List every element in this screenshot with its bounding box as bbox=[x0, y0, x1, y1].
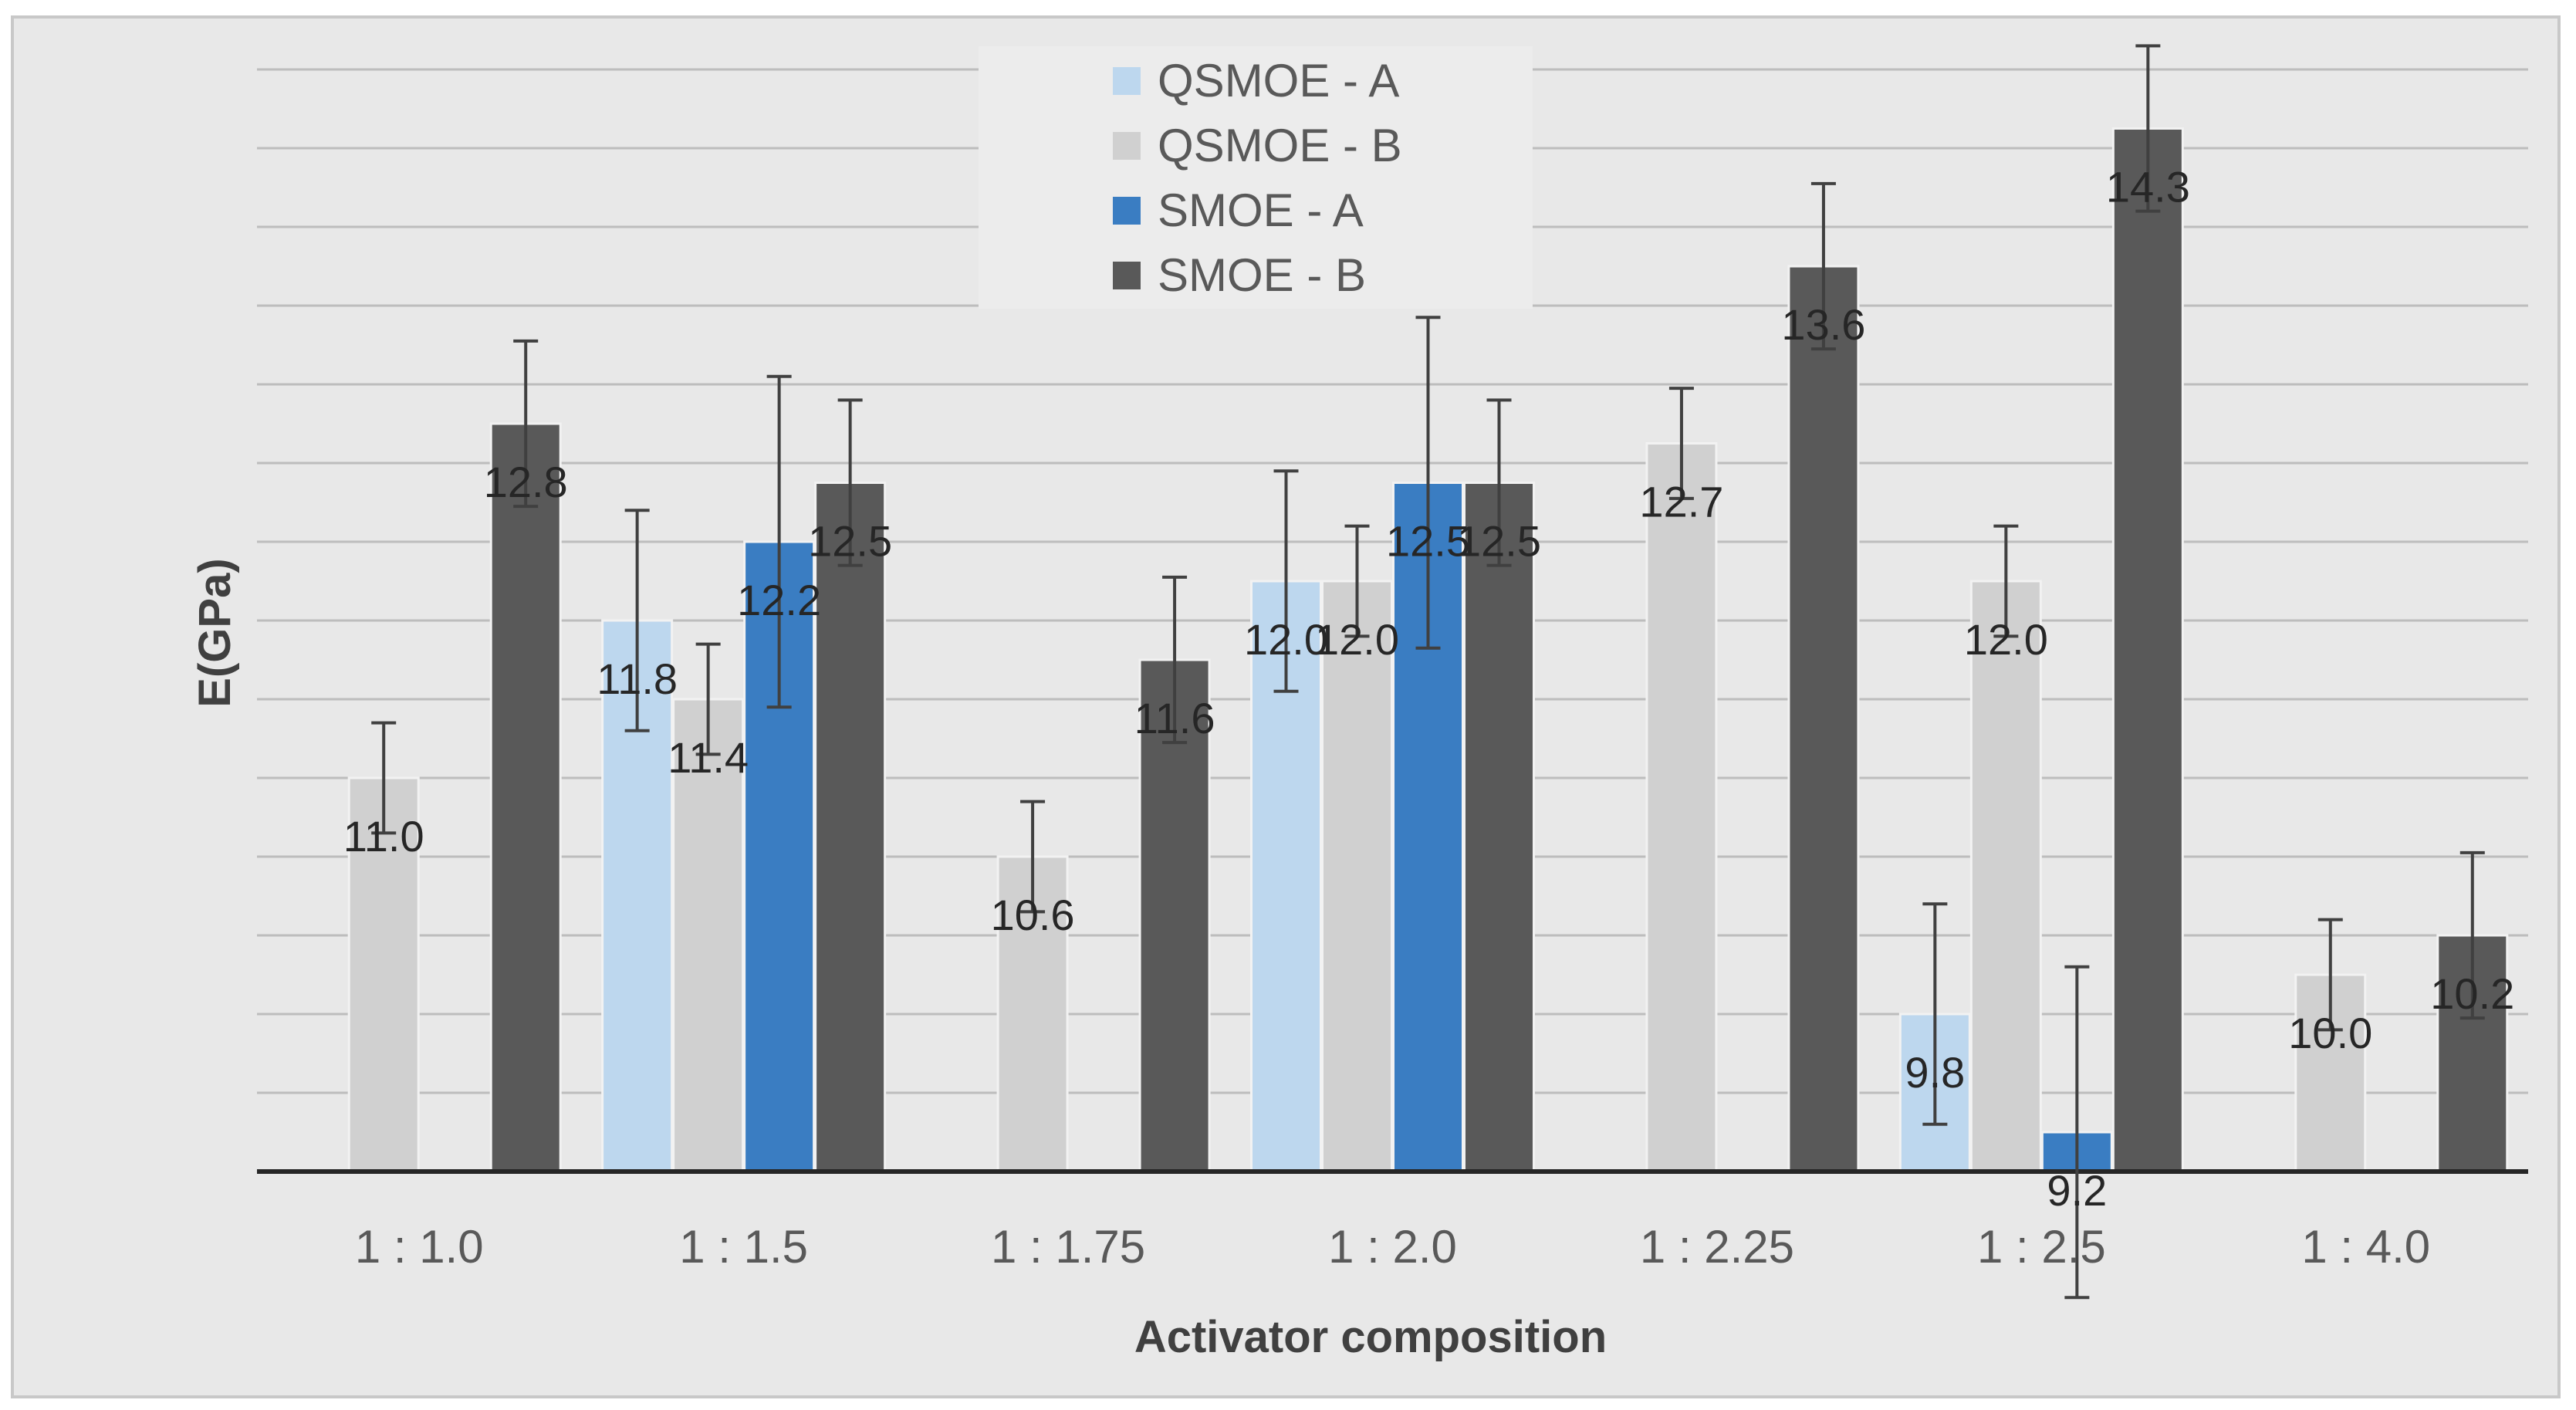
bar bbox=[489, 422, 562, 1173]
y-axis-title: E(GPa) bbox=[190, 558, 240, 707]
data-label: 10.2 bbox=[2430, 969, 2514, 1018]
legend-label: SMOE - B bbox=[1158, 249, 1366, 301]
data-label: 12.5 bbox=[1386, 517, 1470, 566]
x-tick-label: 1 : 2.5 bbox=[1977, 1221, 2106, 1273]
data-label: 11.6 bbox=[1134, 694, 1215, 742]
legend-label: QSMOE - B bbox=[1158, 120, 1402, 171]
bar bbox=[1969, 580, 2042, 1173]
bar bbox=[2111, 127, 2184, 1173]
data-label: 10.0 bbox=[2288, 1009, 2372, 1057]
bars bbox=[347, 127, 2509, 1173]
legend: QSMOE - A QSMOE - B SMOE - A SMOE - B bbox=[979, 46, 1533, 309]
x-tick-label: 1 : 1.75 bbox=[991, 1221, 1145, 1273]
data-label: 12.0 bbox=[1964, 615, 2048, 664]
bar bbox=[1645, 442, 1718, 1173]
bar bbox=[1321, 580, 1393, 1173]
data-label: 11.0 bbox=[343, 812, 424, 861]
legend-box bbox=[979, 46, 1533, 309]
legend-swatch bbox=[1113, 67, 1141, 95]
data-label: 11.8 bbox=[597, 654, 678, 703]
legend-label: QSMOE - A bbox=[1158, 55, 1399, 107]
data-label: 12.7 bbox=[1639, 478, 1723, 526]
data-labels: 11.012.811.811.412.212.510.611.612.012.0… bbox=[343, 163, 2514, 1216]
x-axis-title: Activator composition bbox=[1134, 1312, 1607, 1362]
data-label: 12.0 bbox=[1315, 615, 1399, 664]
bar bbox=[1787, 265, 1860, 1173]
x-tick-label: 1 : 2.0 bbox=[1328, 1221, 1457, 1273]
bar bbox=[1138, 658, 1211, 1173]
error-bars bbox=[371, 44, 2485, 1300]
x-tick-label: 1 : 2.25 bbox=[1640, 1221, 1794, 1273]
data-label: 14.3 bbox=[2106, 163, 2190, 211]
data-label: 12.2 bbox=[737, 576, 821, 624]
data-label: 10.6 bbox=[991, 891, 1075, 939]
x-tick-label: 1 : 1.0 bbox=[355, 1221, 484, 1273]
legend-label: SMOE - A bbox=[1158, 184, 1364, 236]
bar bbox=[672, 698, 745, 1173]
data-label: 12.0 bbox=[1244, 615, 1328, 664]
data-label: 9.2 bbox=[2047, 1166, 2107, 1215]
data-label: 12.5 bbox=[808, 517, 892, 566]
legend-swatch bbox=[1113, 262, 1141, 289]
data-label: 11.4 bbox=[668, 733, 749, 782]
legend-swatch bbox=[1113, 197, 1141, 225]
bar bbox=[1463, 482, 1535, 1173]
data-label: 9.8 bbox=[1905, 1048, 1965, 1097]
data-label: 13.6 bbox=[1781, 300, 1865, 349]
x-tick-label: 1 : 4.0 bbox=[2301, 1221, 2430, 1273]
bar bbox=[814, 482, 887, 1173]
data-label: 12.5 bbox=[1457, 517, 1541, 566]
x-tick-labels: 1 : 1.0 1 : 1.5 1 : 1.75 1 : 2.0 1 : 2.25 1 :… bbox=[355, 1221, 2430, 1273]
legend-swatch bbox=[1113, 132, 1141, 160]
data-label: 12.8 bbox=[484, 458, 568, 506]
x-tick-label: 1 : 1.5 bbox=[679, 1221, 808, 1273]
bar bbox=[347, 776, 420, 1173]
